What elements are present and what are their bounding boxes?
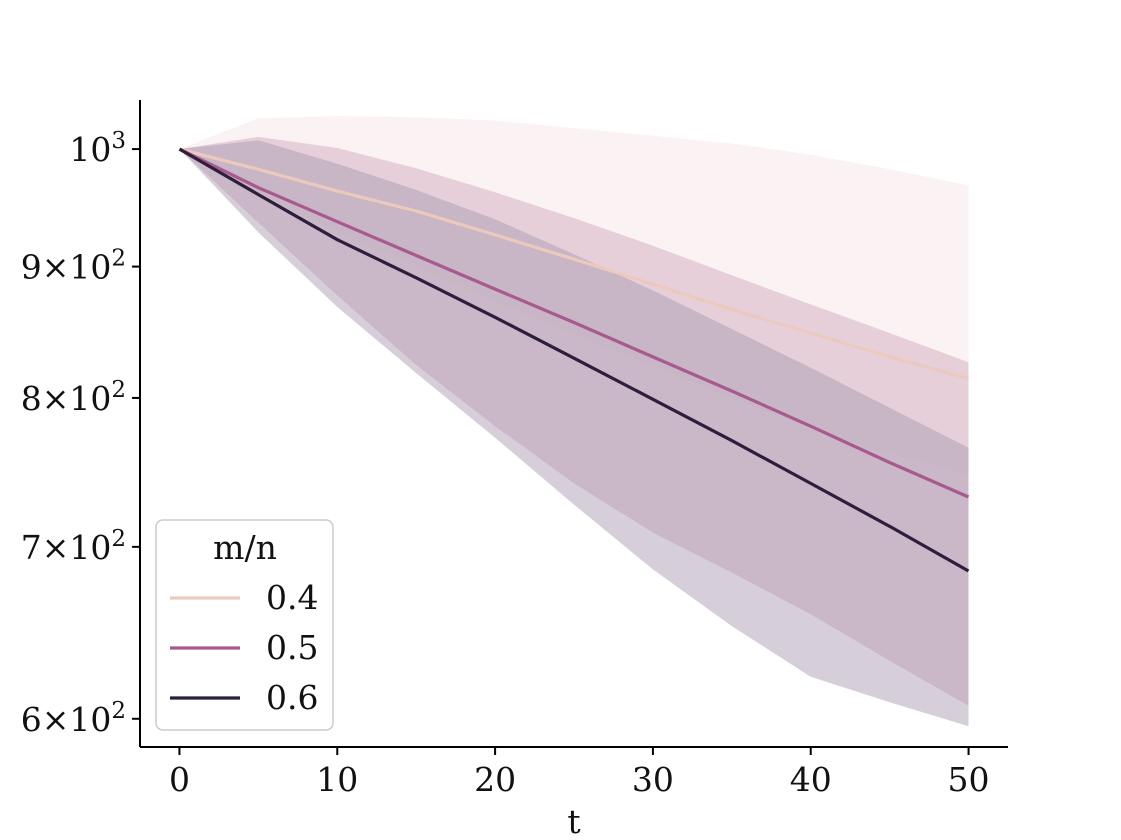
y-axis-ticks: 103 9×102 8×102 7×102 6×102 [21, 128, 140, 739]
x-tick-label: 50 [948, 760, 990, 799]
line-series-0.4 [179, 147, 969, 381]
y-tick-label: 7×102 [21, 526, 126, 567]
line-series-0.6 [178, 147, 970, 573]
band-series-0.5 [179, 136, 969, 706]
y-tick-label: 8×102 [21, 377, 126, 418]
line-series-0.5 [178, 147, 970, 499]
confidence-bands [179, 116, 969, 727]
band-series-0.4 [179, 116, 969, 475]
legend-label-0.4: 0.4 [266, 578, 318, 617]
y-tick-label: 9×102 [21, 246, 126, 287]
x-tick-label: 0 [169, 760, 190, 799]
x-tick-label: 30 [632, 760, 674, 799]
x-tick-label: 10 [316, 760, 358, 799]
legend-frame [155, 519, 334, 731]
x-tick-label: 20 [474, 760, 516, 799]
legend-label-0.6: 0.6 [266, 678, 318, 717]
legend: m/n 0.4 0.5 0.6 [155, 519, 334, 731]
legend-title: m/n [213, 528, 277, 567]
axes [139, 100, 1008, 748]
x-tick-label: 40 [790, 760, 832, 799]
series-lines [178, 147, 970, 573]
x-axis-label: t [567, 802, 580, 840]
x-axis-ticks: 0 10 20 30 40 50 [169, 747, 990, 799]
band-series-0.6 [179, 140, 969, 727]
y-tick-label: 103 [69, 128, 126, 169]
y-tick-label: 6×102 [21, 698, 126, 739]
legend-label-0.5: 0.5 [266, 628, 318, 667]
